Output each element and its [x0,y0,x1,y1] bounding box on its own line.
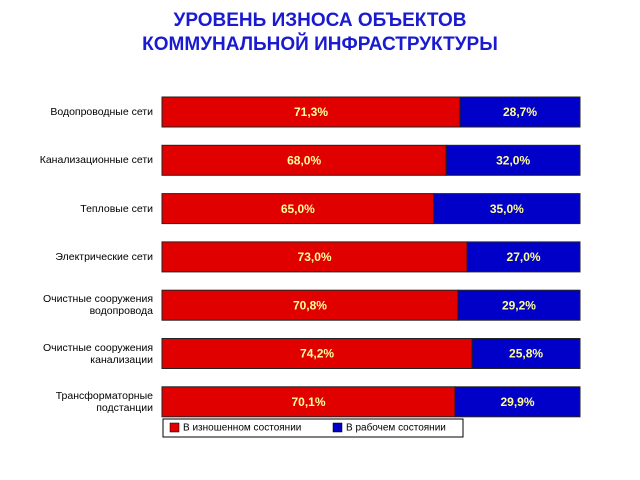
bar-segment [161,386,456,418]
value-label: 70,8% [293,298,327,312]
value-label: 73,0% [298,250,332,264]
bar-segment [161,289,459,321]
value-label: 29,9% [500,395,534,409]
value-label: 65,0% [281,202,315,216]
value-label: 27,0% [507,250,541,264]
category-label: Электрические сети [55,250,153,263]
value-label: 74,2% [300,347,334,361]
value-label: 35,0% [490,202,524,216]
chart-title: УРОВЕНЬ ИЗНОСА ОБЪЕКТОВ [173,10,467,31]
bar-segment [466,241,581,273]
chart-title: КОММУНАЛЬНОЙ ИНФРАСТРУКТУРЫ [142,34,498,55]
category-label: Тепловые сети [80,202,153,215]
bar-segment [454,386,581,418]
bar-segment [161,338,473,369]
value-label: 29,2% [502,298,536,312]
category-label: Водопроводные сети [50,106,153,118]
value-label: 25,8% [509,347,543,361]
bar-segment [459,96,581,128]
value-label: 68,0% [287,153,321,167]
value-label: 28,7% [503,105,537,119]
bar-segment [161,96,461,128]
value-label: 32,0% [496,153,530,167]
legend-swatch [332,422,343,433]
category-label: Очистные сооружения водопровода [42,293,153,318]
category-label: Трансформаторные подстанции [55,389,153,414]
legend-label: В рабочем состоянии [346,422,446,434]
category-label: Канализационные сети [39,154,153,167]
legend-label: В изношенном состоянии [183,423,301,434]
bar-segment [471,338,581,369]
value-label: 71,3% [294,105,328,119]
bar-segment [457,289,581,321]
value-label: 70,1% [291,395,325,409]
bar-segment [445,144,581,176]
bar-segment [433,193,581,225]
bar-segment [161,193,435,225]
legend-box [162,418,464,438]
category-label: Очистные сооружения канализации [42,341,153,366]
legend-swatch [169,422,180,433]
